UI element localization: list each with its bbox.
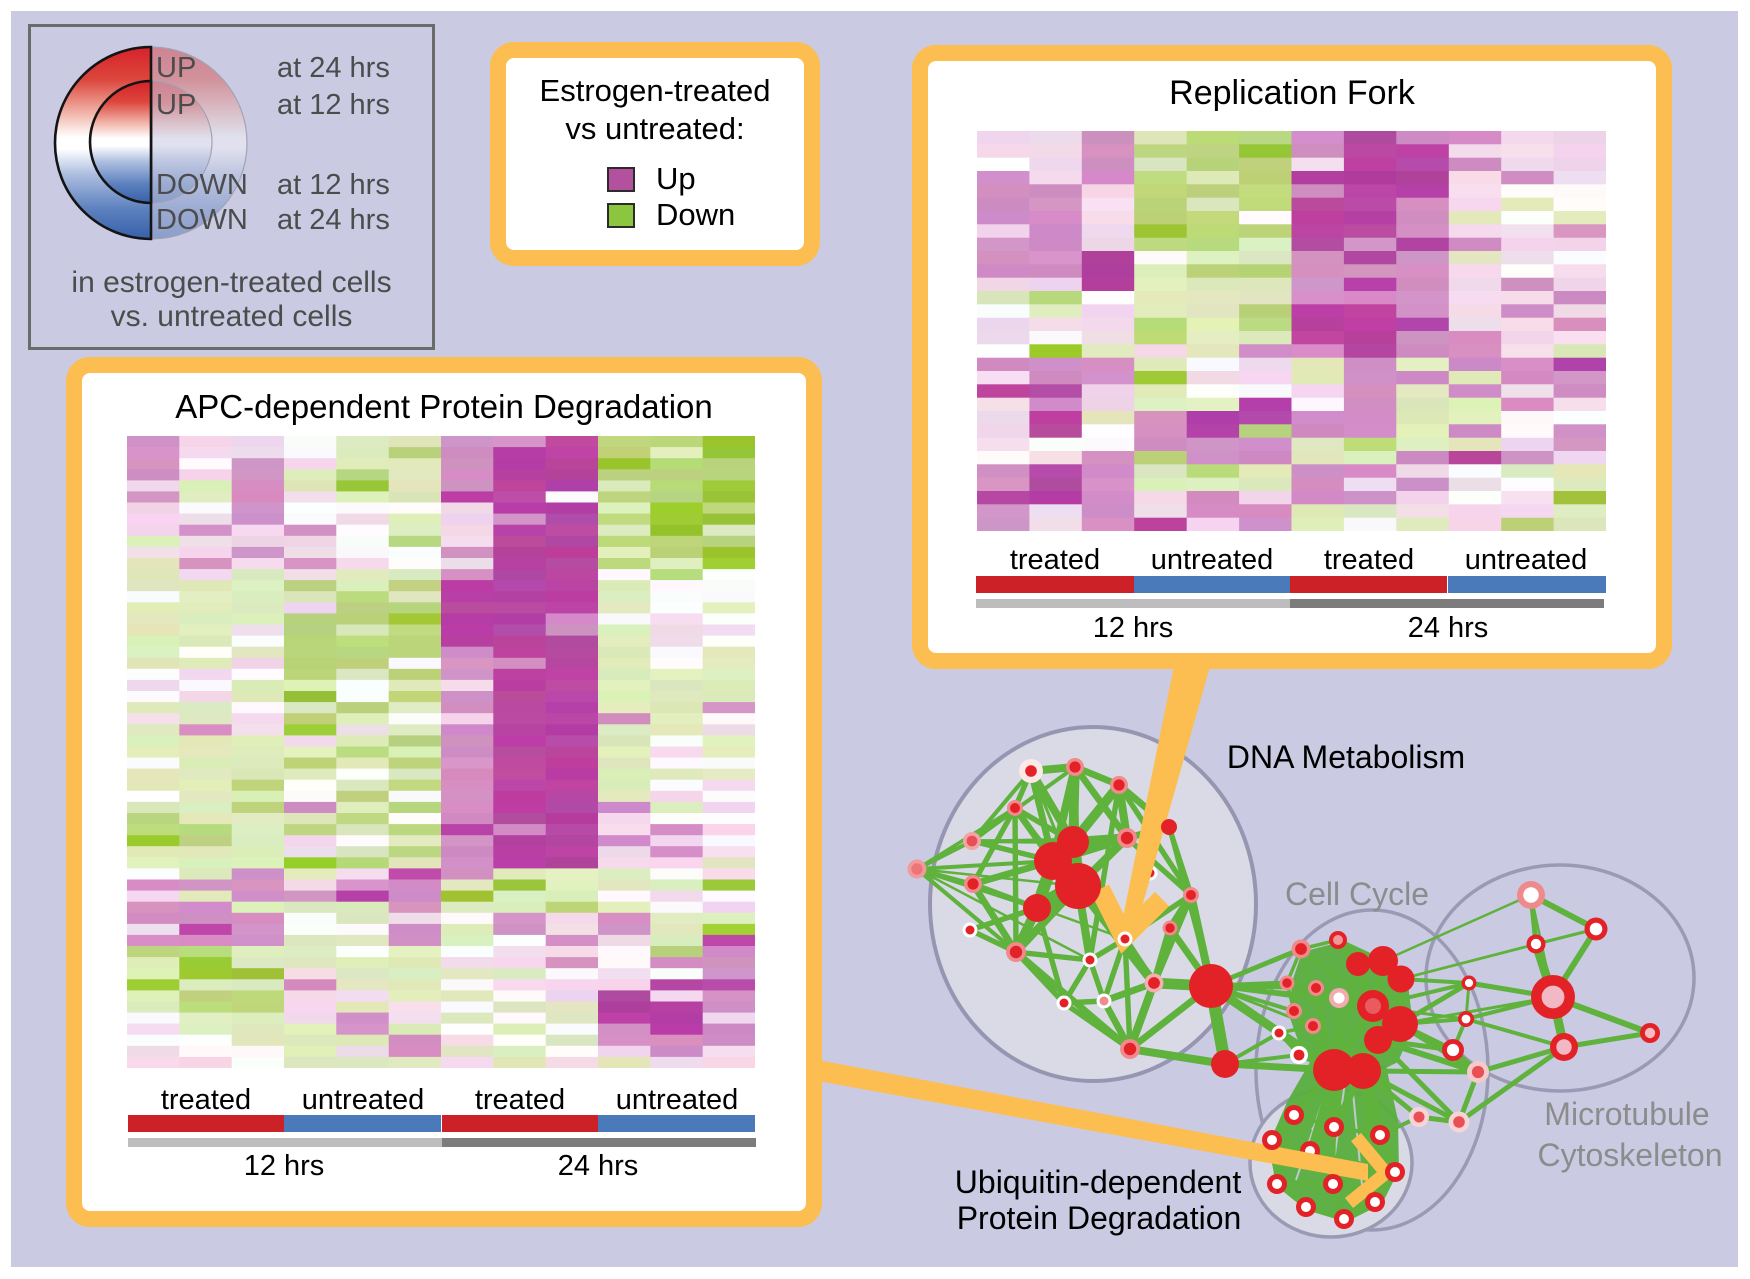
svg-text:DNA Metabolism: DNA Metabolism xyxy=(1227,739,1465,775)
svg-text:Cell Cycle: Cell Cycle xyxy=(1285,876,1429,912)
svg-text:Cytoskeleton: Cytoskeleton xyxy=(1538,1137,1723,1173)
svg-text:Microtubule: Microtubule xyxy=(1544,1096,1709,1132)
svg-text:Ubiquitin-dependent: Ubiquitin-dependent xyxy=(955,1164,1242,1200)
svg-text:Protein Degradation: Protein Degradation xyxy=(957,1200,1242,1236)
